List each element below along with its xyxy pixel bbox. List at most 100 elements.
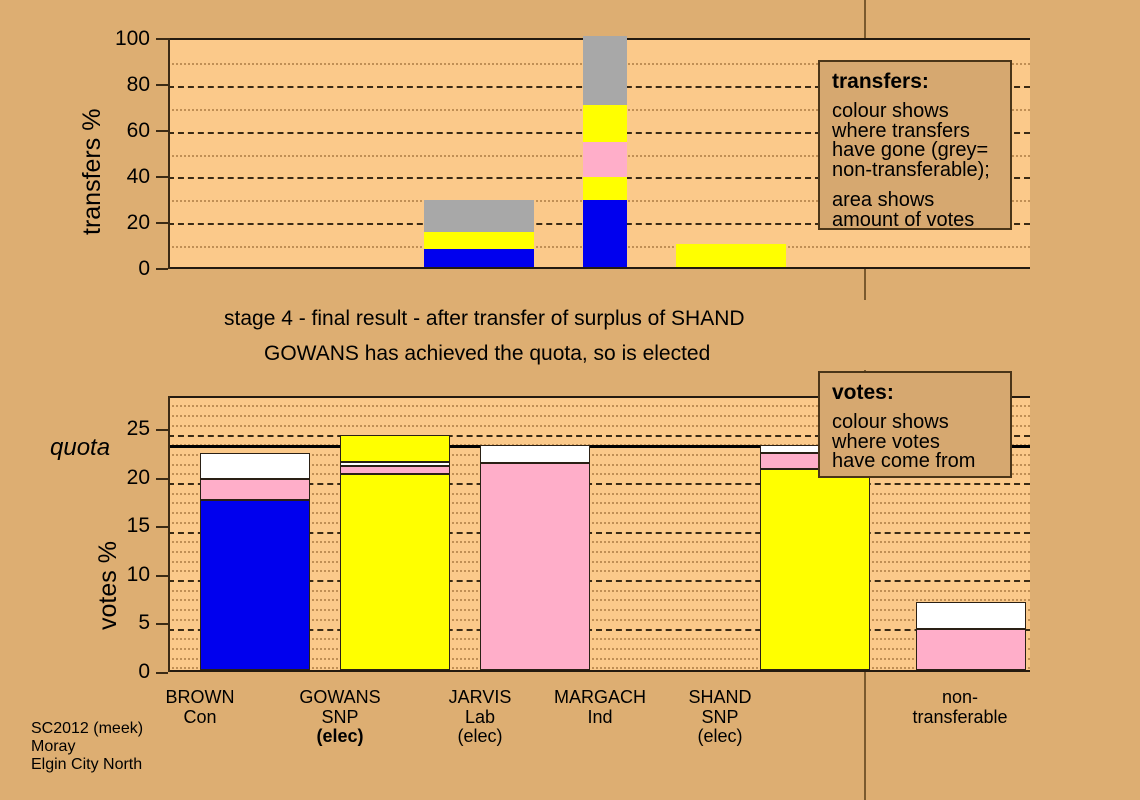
gridline	[168, 492, 1030, 495]
gridline	[168, 453, 1030, 456]
votes-bar-jarvis	[480, 445, 590, 670]
ytick-mark	[156, 623, 168, 625]
votes-bar-brown	[200, 453, 310, 670]
transfers-axis-title: transfers %	[78, 108, 106, 235]
footer-line-1: SC2012 (meek)	[31, 720, 144, 737]
ytick-votes-10: 10	[126, 563, 150, 586]
ytick-mark	[156, 526, 168, 528]
xlabel-gowans: GOWANS SNP (elec)	[285, 687, 395, 747]
ytick-mark	[156, 429, 168, 431]
votes-y-axis-spine	[168, 396, 170, 672]
gridline	[168, 415, 1030, 418]
votes-bar-shand	[760, 445, 870, 670]
ytick-transfers-40: 40	[126, 165, 150, 188]
gridline	[168, 599, 1030, 602]
gridline	[168, 463, 1030, 466]
xlabel-brown: BROWN Con	[145, 687, 255, 727]
votes-axis-title: votes %	[94, 541, 122, 630]
transfers-legend-line-1: colour shows	[832, 100, 949, 122]
ytick-votes-25: 25	[126, 417, 150, 440]
ytick-mark	[156, 672, 168, 674]
votes-legend-line-2: where votes	[832, 430, 940, 453]
gridline	[168, 570, 1030, 573]
ytick-transfers-0: 0	[138, 257, 150, 280]
votes-legend-line-3: have come from	[832, 450, 976, 472]
transfer-bar-margach	[583, 36, 627, 267]
votes-seg-pink	[200, 479, 310, 500]
xlabel-party: transferable	[912, 706, 1008, 727]
ytick-mark	[156, 268, 168, 270]
gridline	[168, 541, 1030, 544]
ytick-votes-5: 5	[138, 611, 150, 634]
transfers-legend-line-6: amount of votes	[832, 208, 975, 231]
transfers-legend-line-5: area shows	[832, 189, 935, 211]
xlabel-name: GOWANS	[299, 687, 381, 707]
ytick-transfers-80: 80	[126, 73, 150, 96]
votes-seg-white	[916, 602, 1026, 630]
gridline	[168, 589, 1030, 592]
votes-seg-pink	[916, 629, 1026, 670]
transfer-seg-yellow	[583, 176, 627, 200]
xlabel-shand: SHAND SNP (elec)	[665, 687, 775, 747]
gridline	[168, 405, 1030, 408]
ytick-mark	[156, 575, 168, 577]
gridline	[168, 521, 1030, 524]
xlabel-name: non-	[941, 687, 979, 707]
gridline	[168, 434, 1030, 437]
transfers-legend: transfers: colour shows where transfers …	[818, 60, 1012, 230]
gridline	[168, 502, 1030, 505]
xlabel-elected: (elec)	[457, 726, 503, 746]
quota-line	[168, 445, 1030, 449]
gridline	[168, 483, 1030, 485]
transfers-legend-line-3: have gone (grey=	[832, 139, 989, 161]
transfer-seg-grey	[583, 36, 627, 106]
votes-seg-blue	[200, 499, 310, 670]
transfer-bar-jarvis	[424, 200, 534, 267]
xlabel-elected: (elec)	[316, 726, 364, 746]
quota-label: quota	[50, 434, 111, 461]
ytick-mark	[156, 478, 168, 480]
transfer-seg-yellow	[424, 232, 534, 249]
votes-seg-pink	[340, 465, 450, 475]
xlabel-party: Con	[183, 706, 217, 727]
xlabel-name: MARGACH	[553, 687, 646, 707]
ytick-votes-20: 20	[126, 466, 150, 489]
ytick-mark	[156, 222, 168, 224]
votes-seg-yellow2	[340, 434, 450, 462]
footer-line-3: Elgin City North	[31, 756, 143, 773]
gridline	[168, 657, 1030, 660]
gridline	[168, 618, 1030, 621]
stage-caption: stage 4 - final result - after transfer …	[224, 307, 745, 330]
ytick-mark	[156, 130, 168, 132]
gridline	[168, 473, 1030, 476]
votes-seg-pink	[480, 462, 590, 670]
footer-line-2: Moray	[31, 738, 76, 755]
votes-bar-gowans	[340, 434, 450, 670]
xlabel-name: BROWN	[165, 687, 235, 707]
xlabel-nontransferable: non- transferable	[900, 687, 1020, 727]
xlabel-party: SNP	[321, 706, 359, 727]
transfers-legend-line-4: non-transferable);	[832, 158, 990, 181]
votes-seg-yellow	[340, 474, 450, 670]
transfer-seg-grey	[424, 200, 534, 233]
xlabel-margach: MARGACH Ind	[545, 687, 655, 727]
ytick-transfers-20: 20	[126, 211, 150, 234]
transfer-seg-pink	[583, 142, 627, 177]
gridline	[168, 628, 1030, 631]
gridline	[168, 580, 1030, 582]
ytick-transfers-60: 60	[126, 119, 150, 142]
gridline	[168, 424, 1030, 427]
votes-legend-line-1: colour shows	[832, 411, 949, 433]
ytick-mark	[156, 176, 168, 178]
transfer-seg-blue	[583, 200, 627, 267]
gridline	[168, 512, 1030, 515]
ytick-votes-0: 0	[138, 660, 150, 683]
gridline	[168, 550, 1030, 553]
votes-seg-yellow	[760, 468, 870, 670]
transfer-seg-yellow2	[583, 105, 627, 143]
ytick-mark	[156, 84, 168, 86]
votes-bar-nontransferable	[916, 602, 1026, 670]
transfers-y-axis-spine	[168, 38, 170, 269]
votes-legend: votes: colour shows where votes have com…	[818, 371, 1012, 478]
